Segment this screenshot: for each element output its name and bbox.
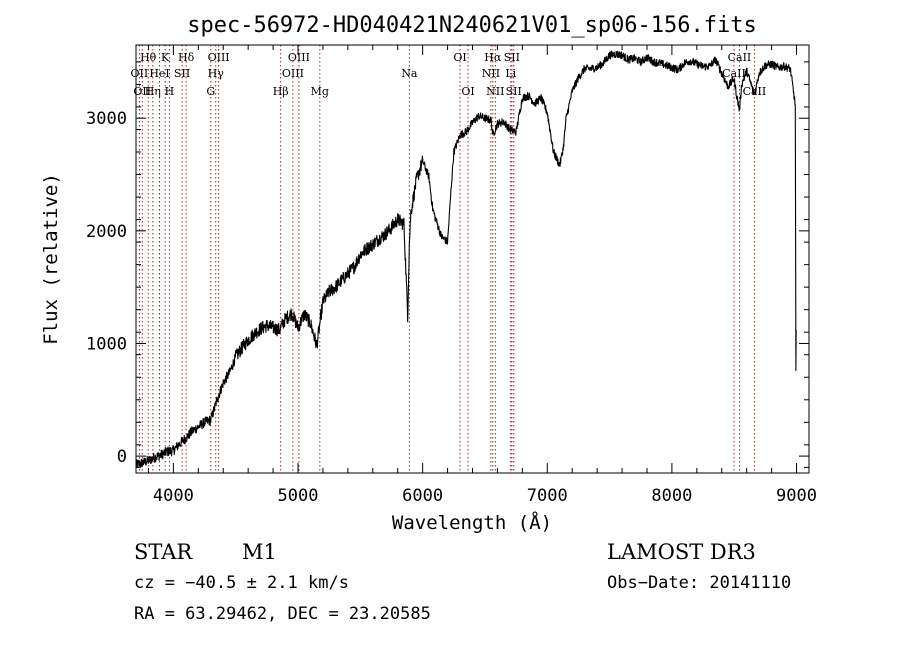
chart-title: spec-56972-HD040421N240621V01_sp06-156.f… (187, 13, 757, 38)
x-tick-label: 4000 (153, 486, 194, 506)
line-label-21: NII (486, 85, 504, 98)
survey-name: LAMOST DR3 (607, 540, 756, 564)
spectral-line-labels: OII OII Hθ Hη HeI K H SII Hδ G Hγ OIII Hβ OIII OIII Mg N… (131, 51, 767, 98)
redshift-cz: cz = −40.5 ± 2.1 km/s (134, 573, 349, 593)
coordinates: RA = 63.29462, DEC = 23.20585 (134, 604, 431, 624)
observation-date: Obs−Date: 20141110 (607, 573, 792, 593)
object-subclass: M1 (242, 540, 277, 564)
spectrum-series-line (135, 50, 797, 469)
axis-tick-labels: 4000 5000 6000 7000 8000 9000 0 1000 2000 3000 (86, 109, 817, 506)
line-label-14: OIII (288, 51, 310, 64)
line-label-17: OI (453, 51, 466, 64)
line-label-8: Hδ (178, 51, 195, 64)
x-axis-label: Wavelength (Å) (392, 511, 552, 534)
line-label-16: Na (401, 67, 418, 80)
object-class: STAR (134, 540, 193, 564)
line-label-22: Li (505, 67, 516, 80)
line-label-11: OIII (208, 51, 230, 64)
line-label-15: Mg (311, 85, 329, 98)
line-label-18: OI (461, 85, 474, 98)
x-tick-label: 6000 (402, 486, 443, 506)
x-tick-label: 7000 (527, 486, 568, 506)
line-label-25: CaII (722, 67, 746, 80)
y-axis-label: Flux (relative) (40, 173, 62, 345)
line-label-23: SII (504, 51, 520, 64)
x-tick-label: 5000 (278, 486, 319, 506)
line-label-13: OIII (282, 67, 304, 80)
spectral-line-markers (138, 45, 755, 473)
line-label-19: NII (482, 67, 500, 80)
line-label-1: OII (133, 85, 151, 98)
line-label-12: Hβ (273, 85, 289, 98)
line-label-9: G (206, 85, 215, 98)
line-label-26: CaII (728, 51, 752, 64)
line-label-3: Hη (145, 85, 161, 98)
x-tick-label: 8000 (651, 486, 692, 506)
axis-ticks (136, 45, 809, 473)
y-tick-label: 1000 (86, 334, 127, 354)
line-label-0: OII (131, 67, 149, 80)
line-label-24: SII (506, 85, 522, 98)
y-tick-label: 0 (117, 447, 127, 467)
line-label-2: Hθ (140, 51, 157, 64)
line-label-20: Hα (484, 51, 502, 64)
y-tick-label: 2000 (86, 222, 127, 242)
y-tick-label: 3000 (86, 109, 127, 129)
plot-frame (135, 44, 810, 474)
line-label-6: H (165, 85, 175, 98)
line-label-27: CaII (743, 85, 767, 98)
line-label-4: HeI (149, 67, 169, 80)
line-label-5: K (161, 51, 170, 64)
x-tick-label: 9000 (776, 486, 817, 506)
line-label-7: SII (174, 67, 190, 80)
line-label-10: Hγ (208, 67, 225, 80)
